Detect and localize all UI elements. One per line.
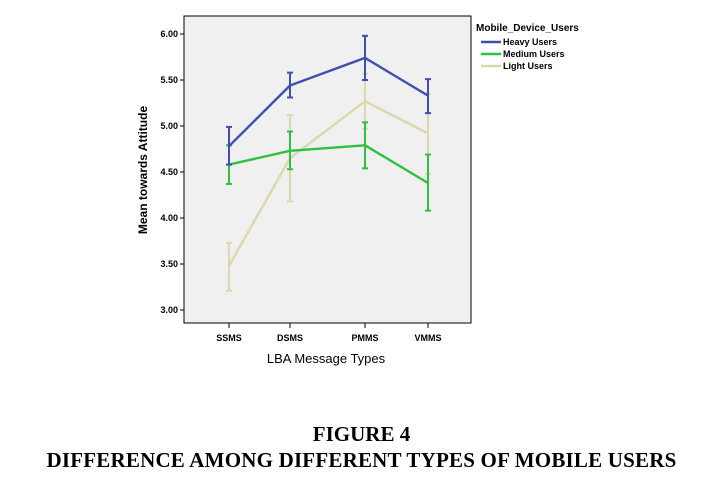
error-bar bbox=[425, 78, 431, 115]
series-line bbox=[228, 56, 429, 148]
y-tick-label: 5.50 bbox=[160, 75, 178, 85]
series-line bbox=[228, 144, 429, 185]
error-bar bbox=[226, 125, 232, 166]
x-tick-label: VMMS bbox=[415, 333, 442, 343]
x-tick-label: PMMS bbox=[352, 333, 379, 343]
y-axis: 3.00 3.50 4.00 4.50 5.00 5.50 6.00 bbox=[160, 29, 184, 315]
legend-label: Medium Users bbox=[503, 49, 565, 59]
error-bar bbox=[425, 153, 431, 212]
x-tick-label: DSMS bbox=[277, 333, 303, 343]
legend-title: Mobile_Device_Users bbox=[476, 23, 579, 34]
y-tick-label: 6.00 bbox=[160, 29, 178, 39]
y-tick-label: 5.00 bbox=[160, 121, 178, 131]
x-tick-label: SSMS bbox=[216, 333, 242, 343]
legend-label: Heavy Users bbox=[503, 37, 557, 47]
plot-area bbox=[183, 15, 472, 324]
y-tick-label: 3.50 bbox=[160, 259, 178, 269]
line-chart: 3.00 3.50 4.00 4.50 5.00 5.50 6.00 SSMS DSMS PMM… bbox=[136, 15, 579, 366]
legend-entry: Heavy Users bbox=[481, 37, 557, 47]
legend-entry: Light Users bbox=[481, 61, 553, 71]
error-bar bbox=[226, 241, 232, 292]
legend-entry: Medium Users bbox=[481, 49, 565, 59]
error-bar bbox=[287, 130, 293, 171]
y-axis-label: Mean towards Attitude bbox=[136, 106, 150, 235]
x-axis: SSMS DSMS PMMS VMMS bbox=[216, 323, 442, 343]
series-layer bbox=[226, 34, 431, 292]
legend: Mobile_Device_Users Heavy Users Medium Us… bbox=[476, 23, 579, 71]
y-tick-label: 4.00 bbox=[160, 213, 178, 223]
series-line bbox=[227, 99, 429, 267]
y-tick-label: 3.00 bbox=[160, 305, 178, 315]
series-heavy-users bbox=[226, 34, 431, 166]
error-bar bbox=[362, 34, 368, 81]
error-bar bbox=[362, 121, 368, 170]
figure-title: DIFFERENCE AMONG DIFFERENT TYPES OF MOBI… bbox=[46, 448, 677, 472]
x-axis-label: LBA Message Types bbox=[267, 351, 386, 366]
y-tick-label: 4.50 bbox=[160, 167, 178, 177]
figure-number: FIGURE 4 bbox=[312, 422, 411, 446]
error-bar bbox=[287, 71, 293, 99]
legend-label: Light Users bbox=[503, 61, 553, 71]
